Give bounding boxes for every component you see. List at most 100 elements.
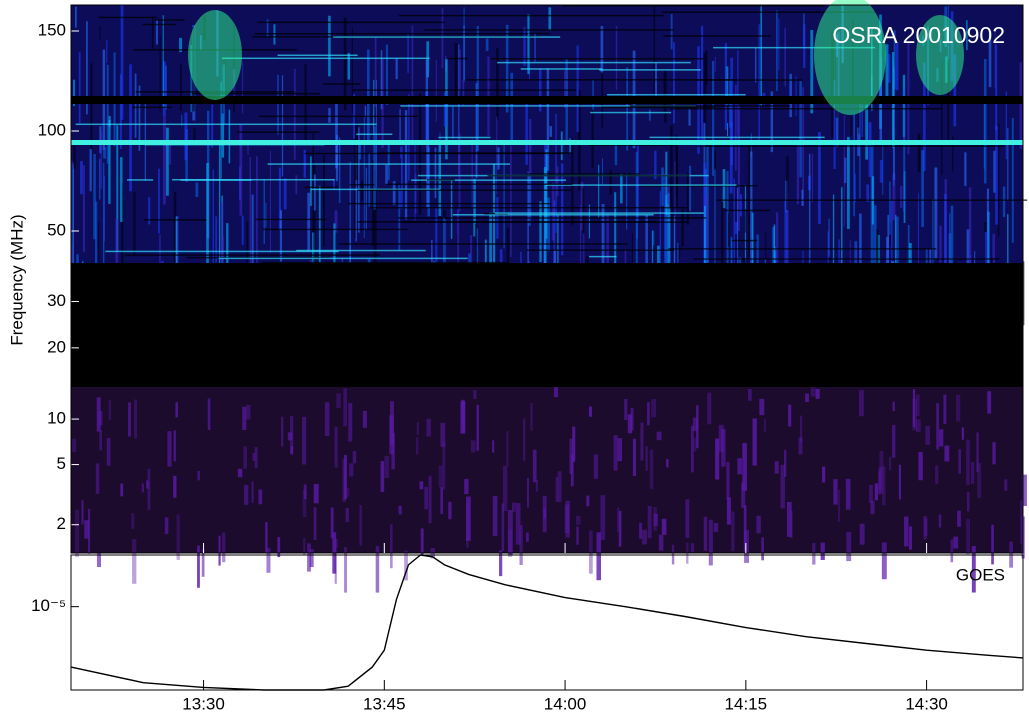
texture [953,536,959,549]
texture [527,171,529,299]
texture [385,44,389,105]
texture [582,187,585,233]
texture [426,102,430,208]
texture [754,48,757,83]
texture [614,192,617,299]
texture [440,422,446,447]
texture [651,399,656,418]
texture [532,449,537,483]
texture [679,245,681,260]
texture [184,112,188,161]
texture [773,224,776,278]
texture [526,249,675,251]
texture [688,109,691,126]
texture [741,482,746,508]
texture [236,131,320,133]
texture [129,64,132,192]
texture [1022,261,1025,326]
texture [415,437,419,455]
texture [475,83,478,179]
texture [364,105,367,117]
texture [251,481,254,503]
texture [489,212,492,271]
texture [983,59,987,184]
texture [715,438,720,480]
texture [97,221,100,261]
texture [894,214,897,293]
texture [499,550,503,577]
texture [630,407,634,431]
texture [175,216,179,280]
texture [787,502,792,537]
texture [452,214,654,216]
texture [351,27,353,115]
texture [545,184,737,186]
texture [330,507,334,539]
texture [309,549,314,568]
texture [354,115,356,239]
texture [620,173,623,204]
y-tick-label: 20 [47,337,66,356]
texture [485,38,489,51]
texture [96,552,101,568]
texture [144,219,207,221]
texture [120,157,123,223]
texture [882,466,886,506]
texture [473,389,477,400]
texture [534,33,536,62]
texture [626,67,629,151]
annotation: OSRA 20010902 [832,22,1005,48]
texture [879,451,884,495]
texture [688,165,692,212]
texture [526,478,529,508]
texture [941,61,943,175]
texture [496,116,498,195]
texture [195,182,199,197]
texture [546,68,550,171]
texture [352,451,357,464]
texture [944,445,950,462]
texture [356,221,658,223]
texture [943,394,947,425]
texture [731,511,735,552]
texture [228,109,231,164]
texture [334,548,337,584]
texture [539,201,542,263]
texture [334,210,338,233]
texture [653,513,659,526]
texture [569,138,571,153]
texture [373,126,376,210]
texture [408,93,410,181]
texture [197,470,201,481]
texture [774,461,779,474]
texture [345,507,350,523]
y-tick-label: 100 [38,120,66,139]
texture [511,502,516,512]
texture [332,179,335,190]
texture [84,520,89,539]
texture [155,20,158,45]
texture [445,57,468,60]
texture [201,548,205,577]
texture [696,405,699,449]
texture [355,144,357,242]
texture [918,451,923,481]
texture [419,481,424,490]
texture [562,5,825,7]
texture [673,42,675,124]
texture [814,0,886,115]
texture [670,14,673,50]
texture [707,392,712,425]
texture [499,249,503,266]
texture [103,147,106,159]
texture [560,131,563,161]
texture [352,89,577,91]
texture [127,179,154,181]
texture [395,58,398,80]
texture [492,440,495,453]
texture [549,126,553,137]
texture [572,426,576,462]
texture [866,184,870,203]
texture [390,524,393,569]
texture [375,546,380,593]
